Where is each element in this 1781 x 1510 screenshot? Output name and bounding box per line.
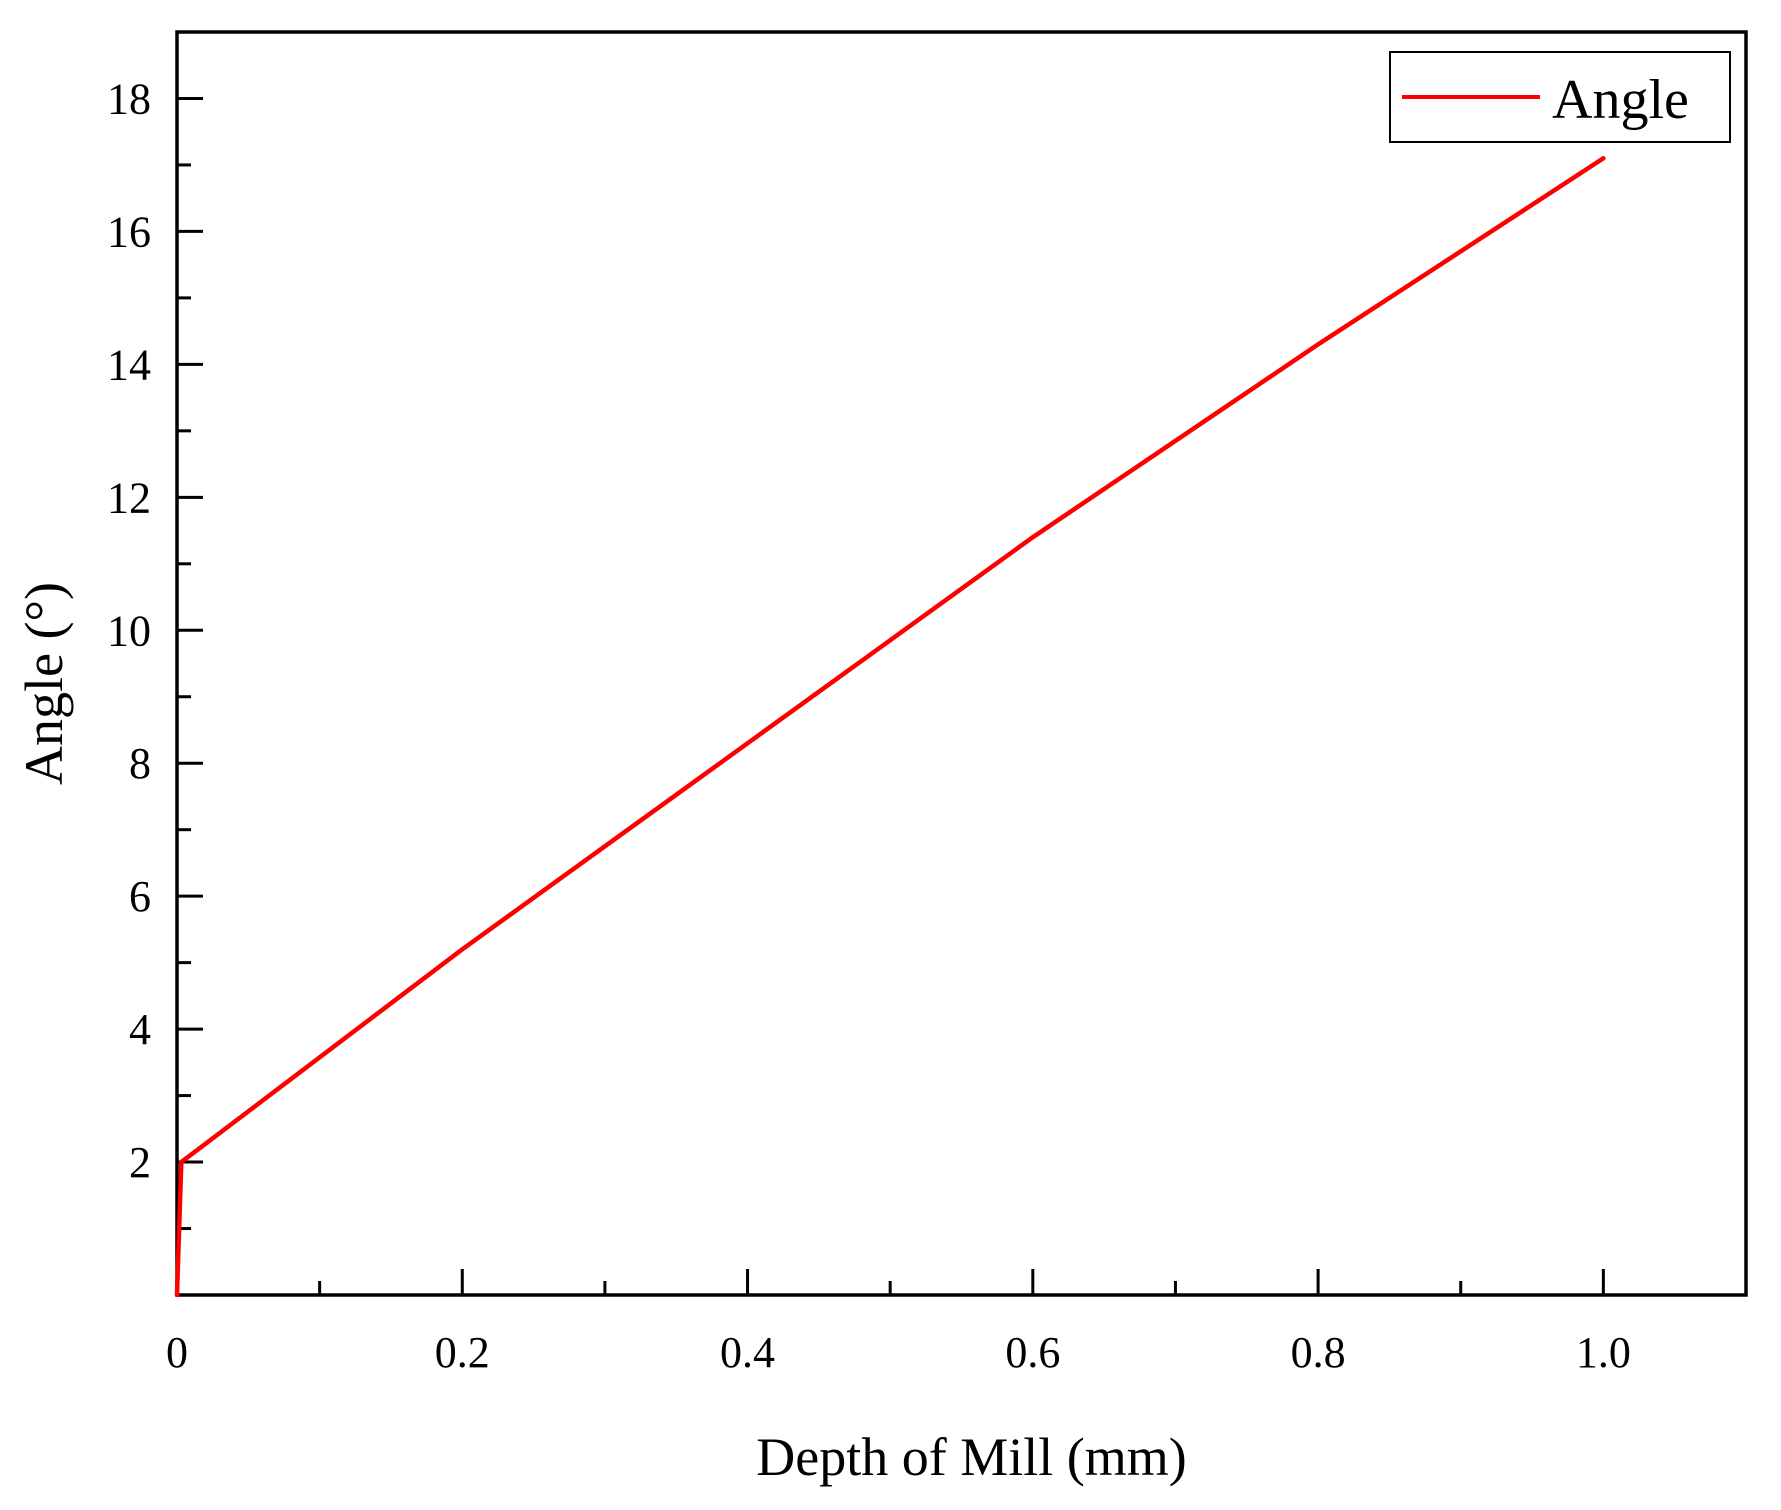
y-axis-title: Angle (°) [14, 582, 74, 785]
y-tick-label: 12 [107, 473, 151, 522]
legend-label-angle: Angle [1552, 69, 1689, 131]
series-group [174, 156, 1606, 1298]
y-axis: 2 4 6 8 10 12 14 16 18 [107, 74, 203, 1187]
plot-frame [175, 30, 1748, 1297]
minor-ticks [177, 163, 1748, 1295]
y-tick-label: 18 [107, 74, 151, 123]
x-tick-label: 0.8 [1291, 1328, 1346, 1377]
y-tick-label: 10 [107, 606, 151, 655]
y-tick-label: 16 [107, 207, 151, 256]
x-tick-label: 1.0 [1576, 1328, 1631, 1377]
y-tick-label: 8 [129, 739, 151, 788]
y-tick-label: 14 [107, 340, 151, 389]
y-tick-label: 2 [129, 1138, 151, 1187]
series-line-angle [174, 156, 1606, 1298]
y-tick-label: 4 [129, 1005, 151, 1054]
y-tick-label: 6 [129, 872, 151, 921]
x-tick-label: 0.6 [1005, 1328, 1060, 1377]
x-axis-title: Depth of Mill (mm) [756, 1427, 1186, 1487]
x-tick-label: 0.4 [720, 1328, 775, 1377]
x-axis: 0 0.2 0.4 0.6 0.8 1.0 [166, 1269, 1631, 1377]
plot-area [175, 30, 1748, 1297]
x-tick-label: 0.2 [435, 1328, 490, 1377]
x-tick-label: 0 [166, 1328, 188, 1377]
legend: Angle [1389, 51, 1731, 143]
